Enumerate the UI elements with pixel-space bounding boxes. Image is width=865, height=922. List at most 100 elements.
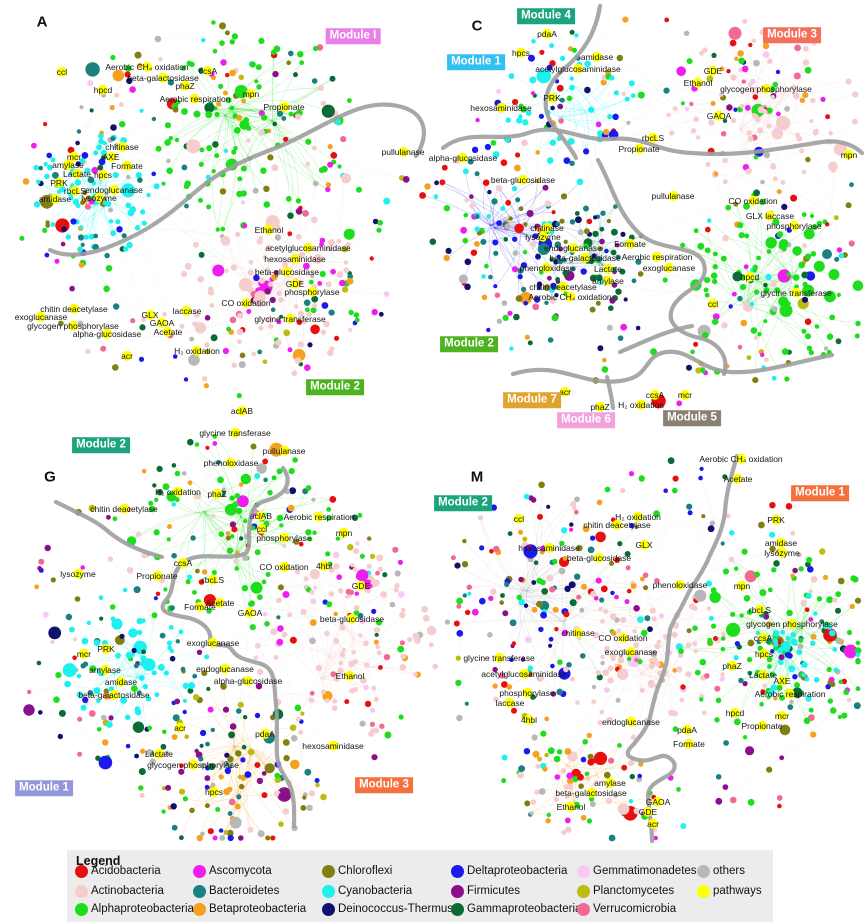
- legend-color-dot: [193, 885, 206, 898]
- taxon-node: [802, 45, 809, 52]
- taxon-node: [153, 529, 160, 536]
- taxon-node: [300, 608, 307, 616]
- taxon-node: [220, 226, 226, 232]
- taxon-node: [828, 269, 840, 280]
- taxon-node: [305, 307, 310, 313]
- taxon-node: [253, 655, 259, 661]
- taxon-node: [236, 328, 244, 336]
- taxon-node: [829, 681, 836, 688]
- taxon-node: [138, 675, 145, 681]
- taxon-node: [742, 735, 748, 740]
- taxon-node: [320, 793, 327, 801]
- taxon-node: [699, 466, 704, 471]
- taxon-node: [406, 636, 413, 643]
- taxon-node: [281, 631, 288, 638]
- taxon-node: [341, 173, 352, 184]
- legend-color-dot: [451, 903, 464, 916]
- taxon-node: [770, 649, 775, 654]
- taxon-node: [703, 287, 709, 293]
- taxon-node: [487, 632, 493, 638]
- taxon-node: [328, 309, 335, 316]
- taxon-node: [154, 692, 160, 698]
- taxon-node: [572, 775, 579, 783]
- taxon-node: [522, 250, 528, 255]
- taxon-node: [768, 210, 774, 216]
- taxon-node: [131, 647, 137, 654]
- taxon-node: [238, 482, 244, 487]
- taxon-node: [793, 72, 801, 80]
- taxon-node: [531, 39, 536, 44]
- taxon-node: [825, 222, 830, 227]
- taxon-node: [243, 117, 250, 123]
- taxon-node: [76, 171, 83, 178]
- taxon-node: [278, 297, 284, 303]
- taxon-node: [813, 611, 818, 616]
- taxon-node: [311, 78, 318, 84]
- taxon-node: [705, 161, 711, 167]
- taxon-node: [518, 576, 524, 583]
- taxon-node: [161, 181, 166, 186]
- taxon-node: [200, 762, 206, 768]
- taxon-node: [524, 334, 530, 340]
- taxon-node: [726, 622, 741, 637]
- taxon-node: [811, 224, 818, 230]
- taxon-node: [602, 669, 609, 677]
- taxon-node: [757, 106, 765, 114]
- taxon-node: [166, 537, 171, 542]
- taxon-node: [671, 631, 678, 638]
- taxon-node: [151, 171, 156, 177]
- taxon-node: [116, 226, 123, 233]
- taxon-node: [819, 548, 826, 555]
- taxon-node: [353, 610, 360, 616]
- taxon-node: [159, 632, 166, 639]
- taxon-node: [78, 571, 84, 576]
- taxon-node: [326, 245, 332, 251]
- taxon-node: [205, 445, 210, 450]
- taxon-node: [306, 804, 313, 811]
- taxon-node: [204, 102, 215, 113]
- taxon-node: [237, 176, 243, 182]
- taxon-node: [206, 607, 213, 614]
- taxon-node: [307, 342, 313, 348]
- taxon-node: [462, 168, 469, 175]
- legend-color-dot: [697, 885, 710, 898]
- taxon-node: [58, 709, 66, 717]
- taxon-node: [599, 238, 605, 245]
- taxon-node: [797, 643, 804, 650]
- taxon-node: [637, 616, 644, 623]
- taxon-node: [836, 292, 842, 297]
- taxon-node: [720, 636, 726, 641]
- taxon-node: [808, 707, 814, 713]
- taxon-node: [566, 95, 573, 102]
- taxon-node: [315, 664, 323, 672]
- taxon-node: [855, 640, 861, 646]
- taxon-node: [523, 300, 528, 306]
- taxon-node: [399, 640, 405, 646]
- taxon-node: [707, 525, 715, 533]
- taxon-node: [310, 307, 317, 314]
- legend-item: others: [697, 865, 745, 878]
- taxon-node: [620, 323, 628, 331]
- taxon-node: [339, 624, 346, 631]
- taxon-node: [778, 126, 784, 132]
- legend-title: Legend: [76, 854, 121, 868]
- taxon-node: [516, 594, 522, 600]
- taxon-node: [282, 808, 290, 815]
- taxon-node: [577, 229, 584, 236]
- taxon-node: [667, 457, 675, 465]
- taxon-node: [801, 296, 809, 303]
- taxon-node: [443, 205, 451, 212]
- taxon-node: [576, 594, 582, 600]
- taxon-node: [574, 33, 579, 38]
- taxon-node: [762, 51, 770, 58]
- taxon-node: [772, 176, 778, 182]
- taxon-node: [79, 225, 84, 230]
- taxon-node: [823, 346, 829, 351]
- taxon-node: [294, 304, 299, 309]
- taxon-node: [854, 647, 862, 655]
- taxon-node: [212, 835, 218, 841]
- taxon-node: [303, 262, 310, 270]
- taxon-node: [504, 223, 511, 230]
- taxon-node: [458, 274, 468, 284]
- taxon-node: [130, 318, 136, 324]
